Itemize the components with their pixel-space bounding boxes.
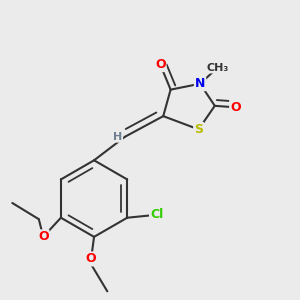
Text: O: O (38, 230, 49, 243)
Text: CH₃: CH₃ (207, 63, 229, 73)
Text: S: S (194, 123, 203, 136)
Text: H: H (113, 132, 122, 142)
Text: O: O (155, 58, 166, 71)
Text: O: O (86, 252, 96, 266)
Text: Cl: Cl (150, 208, 163, 221)
Text: O: O (230, 101, 241, 114)
Text: N: N (195, 77, 205, 90)
